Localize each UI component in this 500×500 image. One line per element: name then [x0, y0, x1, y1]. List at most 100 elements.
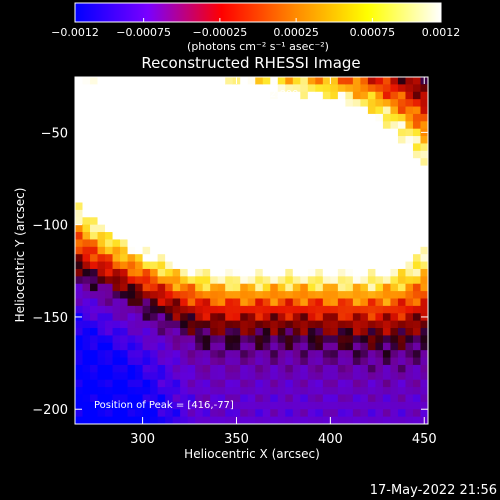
heatmap-cell [157, 335, 166, 344]
heatmap-cell [112, 158, 121, 167]
heatmap-cell [120, 328, 129, 336]
heatmap-cell [210, 84, 219, 93]
heatmap-cell [262, 291, 271, 300]
heatmap-cell [180, 91, 189, 100]
heatmap-cell [405, 121, 414, 130]
heatmap-cell [330, 121, 339, 130]
heatmap-cell [322, 106, 331, 115]
heatmap-cell [165, 232, 174, 241]
heatmap-cell [82, 128, 91, 137]
heatmap-cell [247, 335, 256, 344]
heatmap-cell [187, 224, 196, 233]
heatmap-cell [375, 394, 384, 403]
annotation-energy-range: Energy Range: 12.0 - 25.0 keV [94, 113, 247, 124]
heatmap-cell [75, 143, 84, 152]
heatmap-cell [382, 254, 392, 263]
heatmap-cell [180, 328, 189, 336]
heatmap-cell [345, 143, 354, 152]
heatmap-cell [397, 113, 407, 122]
heatmap-cell [120, 77, 129, 85]
heatmap-cell [367, 364, 377, 373]
heatmap-cell [217, 113, 226, 122]
heatmap-cell [292, 195, 301, 204]
heatmap-cell [390, 416, 399, 424]
heatmap-cell [390, 320, 399, 329]
heatmap-cell [270, 320, 279, 329]
heatmap-cell [202, 232, 211, 241]
heatmap-cell [277, 364, 286, 373]
heatmap-cell [390, 254, 399, 263]
heatmap-cell [405, 320, 414, 329]
heatmap-cell [315, 187, 324, 196]
heatmap-cell [232, 172, 241, 181]
heatmap-cell [270, 150, 279, 159]
heatmap-cell [262, 313, 271, 322]
heatmap-cell [382, 77, 392, 85]
heatmap-cell [405, 91, 414, 100]
heatmap-cell [195, 84, 204, 93]
heatmap-cell [397, 313, 407, 322]
heatmap-cell [217, 217, 226, 226]
heatmap-cell [217, 268, 226, 277]
heatmap-cell [150, 401, 159, 410]
heatmap-cell [397, 77, 407, 85]
heatmap-cell [90, 91, 99, 100]
heatmap-cell [195, 268, 204, 277]
heatmap-cell [337, 291, 346, 300]
heatmap-cell [150, 77, 159, 85]
heatmap-cell [202, 416, 211, 424]
heatmap-cell [270, 128, 279, 137]
heatmap-cell [345, 364, 354, 373]
heatmap-cell [345, 320, 354, 329]
heatmap-cell [412, 172, 422, 181]
heatmap-cell [322, 172, 331, 181]
heatmap-cell [82, 313, 91, 322]
heatmap-cell [75, 372, 84, 381]
heatmap-cell [322, 283, 331, 292]
heatmap-cell [277, 320, 286, 329]
heatmap-cell [262, 232, 271, 241]
heatmap-cell [97, 195, 106, 204]
heatmap-cell [142, 335, 151, 344]
heatmap-cell [292, 342, 301, 351]
heatmap-cell [217, 224, 226, 233]
heatmap-cell [397, 401, 407, 410]
heatmap-cell [412, 409, 422, 418]
heatmap-cell [150, 350, 159, 359]
heatmap-cell [367, 158, 377, 167]
heatmap-cell [172, 113, 181, 122]
heatmap-cell [420, 150, 428, 159]
heatmap-cell [315, 232, 324, 241]
heatmap-cell [330, 268, 339, 277]
heatmap-cell [75, 172, 84, 181]
heatmap-cell [337, 416, 346, 424]
heatmap-cell [75, 335, 84, 344]
heatmap-cell [105, 320, 114, 329]
heatmap-cell [367, 180, 377, 189]
heatmap-cell [420, 187, 428, 196]
colorbar-tick-label: −0.00025 [193, 26, 248, 39]
y-tick-label: −100 [32, 219, 68, 234]
heatmap-cell [82, 150, 91, 159]
heatmap-cell [375, 261, 384, 270]
heatmap-cell [202, 158, 211, 167]
heatmap-cell [270, 84, 279, 93]
heatmap-cell [337, 261, 346, 270]
heatmap-cell [420, 195, 428, 204]
heatmap-cell [225, 209, 234, 218]
heatmap-cell [112, 99, 121, 108]
heatmap-cell [337, 298, 346, 307]
heatmap-cell [112, 180, 121, 189]
heatmap-cell [390, 394, 399, 403]
heatmap-cell [90, 372, 99, 381]
heatmap-cell [172, 364, 181, 373]
heatmap-cell [337, 268, 346, 277]
heatmap-cell [142, 77, 151, 85]
heatmap-cell [270, 379, 279, 388]
heatmap-cell [277, 136, 286, 145]
heatmap-cell [135, 328, 144, 336]
heatmap-cell [202, 106, 211, 115]
heatmap-cell [367, 84, 377, 93]
heatmap-cell [195, 335, 204, 344]
heatmap-cell [180, 172, 189, 181]
